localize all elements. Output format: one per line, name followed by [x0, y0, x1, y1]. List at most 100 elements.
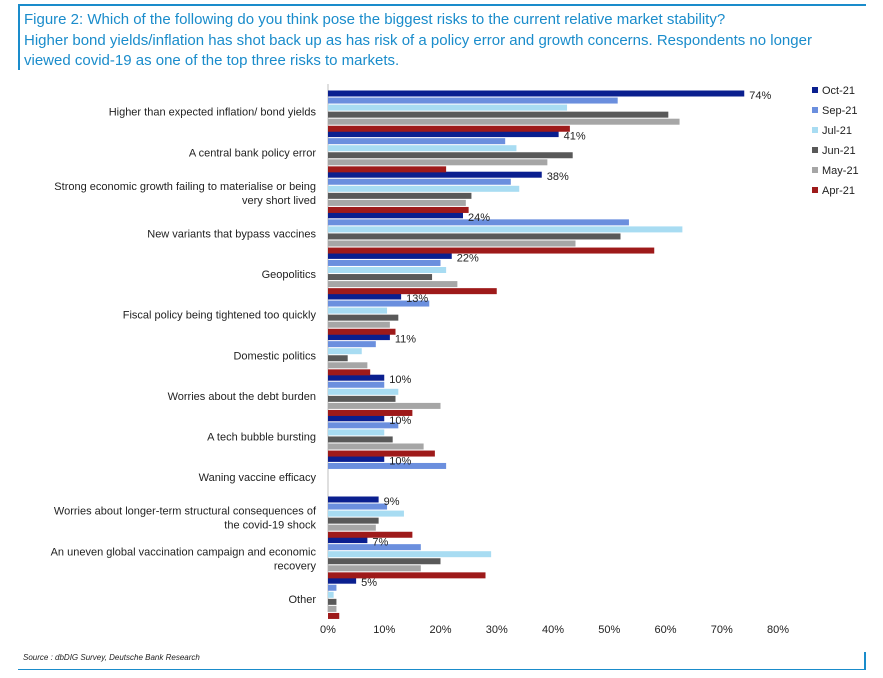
bar-jun-21 — [328, 436, 393, 443]
bar-sep-21 — [328, 219, 629, 226]
category-label: Strong economic growth failing to materi… — [54, 181, 316, 193]
bar-may-21 — [328, 240, 576, 247]
category-label: Geopolitics — [262, 269, 317, 281]
category-label: Domestic politics — [233, 350, 316, 362]
bar-jun-21 — [328, 395, 396, 402]
data-label: 5% — [361, 577, 377, 589]
data-label: 9% — [384, 496, 400, 508]
bar-oct-21 — [328, 334, 390, 341]
bar-jun-21 — [328, 192, 472, 199]
bar-jun-21 — [328, 558, 441, 565]
category-label: the covid-19 shock — [224, 520, 316, 532]
figure-title-line: Higher bond yields/inflation has shot ba… — [24, 31, 812, 49]
bar-may-21 — [328, 605, 337, 612]
category-label: Other — [288, 594, 316, 606]
frame-right-border — [864, 652, 866, 670]
bar-jun-21 — [328, 233, 621, 240]
bar-jul-21 — [328, 226, 683, 233]
figure-title-line: Figure 2: Which of the following do you … — [24, 11, 726, 28]
bar-oct-21 — [328, 415, 385, 422]
bar-jun-21 — [328, 355, 348, 362]
bar-oct-21 — [328, 455, 385, 462]
bar-may-21 — [328, 199, 466, 206]
legend-swatch — [812, 167, 818, 173]
bar-sep-21 — [328, 503, 388, 510]
bar-sep-21 — [328, 300, 430, 307]
bar-oct-21 — [328, 537, 368, 544]
category-label: Waning vaccine efficacy — [199, 472, 317, 484]
data-label: 10% — [389, 455, 411, 467]
bar-may-21 — [328, 321, 390, 328]
bar-may-21 — [328, 565, 421, 572]
bar-jul-21 — [328, 510, 404, 517]
bar-oct-21 — [328, 496, 379, 503]
category-label: A central bank policy error — [189, 147, 317, 159]
category-label: Higher than expected inflation/ bond yie… — [109, 107, 317, 119]
bar-sep-21 — [328, 259, 441, 266]
bar-oct-21 — [328, 577, 357, 584]
bar-jul-21 — [328, 348, 362, 355]
bar-oct-21 — [328, 374, 385, 381]
bar-oct-21 — [328, 131, 559, 138]
bar-jul-21 — [328, 388, 399, 395]
bar-sep-21 — [328, 178, 511, 185]
bar-jun-21 — [328, 152, 573, 159]
bar-oct-21 — [328, 212, 463, 219]
bar-oct-21 — [328, 171, 542, 178]
bar-apr-21 — [328, 369, 371, 376]
data-label: 38% — [547, 171, 569, 183]
bar-oct-21 — [328, 252, 452, 259]
bar-may-21 — [328, 118, 680, 125]
category-label: A tech bubble bursting — [207, 431, 316, 443]
legend-label: Jul-21 — [822, 125, 852, 137]
x-tick-label: 60% — [654, 624, 676, 636]
legend-swatch — [812, 87, 818, 93]
x-tick-label: 40% — [542, 624, 564, 636]
x-tick-label: 30% — [486, 624, 508, 636]
bar-sep-21 — [328, 97, 618, 104]
bar-apr-21 — [328, 247, 655, 254]
frame-bottom-border — [18, 669, 866, 670]
bar-sep-21 — [328, 422, 399, 429]
bar-sep-21 — [328, 544, 421, 551]
bar-jul-21 — [328, 267, 447, 273]
bar-apr-21 — [328, 612, 340, 619]
bar-jul-21 — [328, 551, 492, 558]
bar-jul-21 — [328, 307, 388, 314]
legend-swatch — [812, 187, 818, 193]
frame-top-border — [18, 4, 866, 6]
legend-label: Apr-21 — [822, 185, 855, 197]
category-label: very short lived — [242, 195, 316, 207]
category-label: An uneven global vaccination campaign an… — [51, 546, 317, 558]
bar-may-21 — [328, 524, 376, 531]
figure-title: Figure 2: Which of the following do you … — [24, 10, 859, 72]
category-label: Worries about the debt burden — [168, 391, 316, 403]
bar-apr-21 — [328, 166, 447, 173]
data-label: 10% — [389, 374, 411, 386]
data-label: 11% — [395, 334, 416, 346]
bar-may-21 — [328, 443, 424, 450]
data-label: 22% — [457, 252, 479, 264]
bar-jun-21 — [328, 598, 337, 605]
legend-swatch — [812, 127, 818, 133]
bar-apr-21 — [328, 328, 396, 335]
bar-apr-21 — [328, 409, 413, 416]
bar-jul-21 — [328, 104, 568, 111]
bar-jul-21 — [328, 429, 385, 436]
data-label: 10% — [389, 415, 411, 427]
bar-jun-21 — [328, 517, 379, 524]
frame-left-border — [18, 4, 20, 70]
category-label: New variants that bypass vaccines — [147, 228, 316, 240]
x-tick-label: 80% — [767, 624, 789, 636]
legend-label: Sep-21 — [822, 105, 857, 117]
category-label: recovery — [274, 560, 317, 572]
bar-jun-21 — [328, 314, 399, 321]
legend-label: Jun-21 — [822, 145, 856, 157]
legend-label: Oct-21 — [822, 85, 855, 97]
bar-apr-21 — [328, 288, 497, 295]
figure-title-line: viewed covid-19 as one of the top three … — [24, 52, 400, 69]
legend-swatch — [812, 107, 818, 113]
bar-apr-21 — [328, 206, 469, 213]
x-tick-label: 10% — [373, 624, 395, 636]
